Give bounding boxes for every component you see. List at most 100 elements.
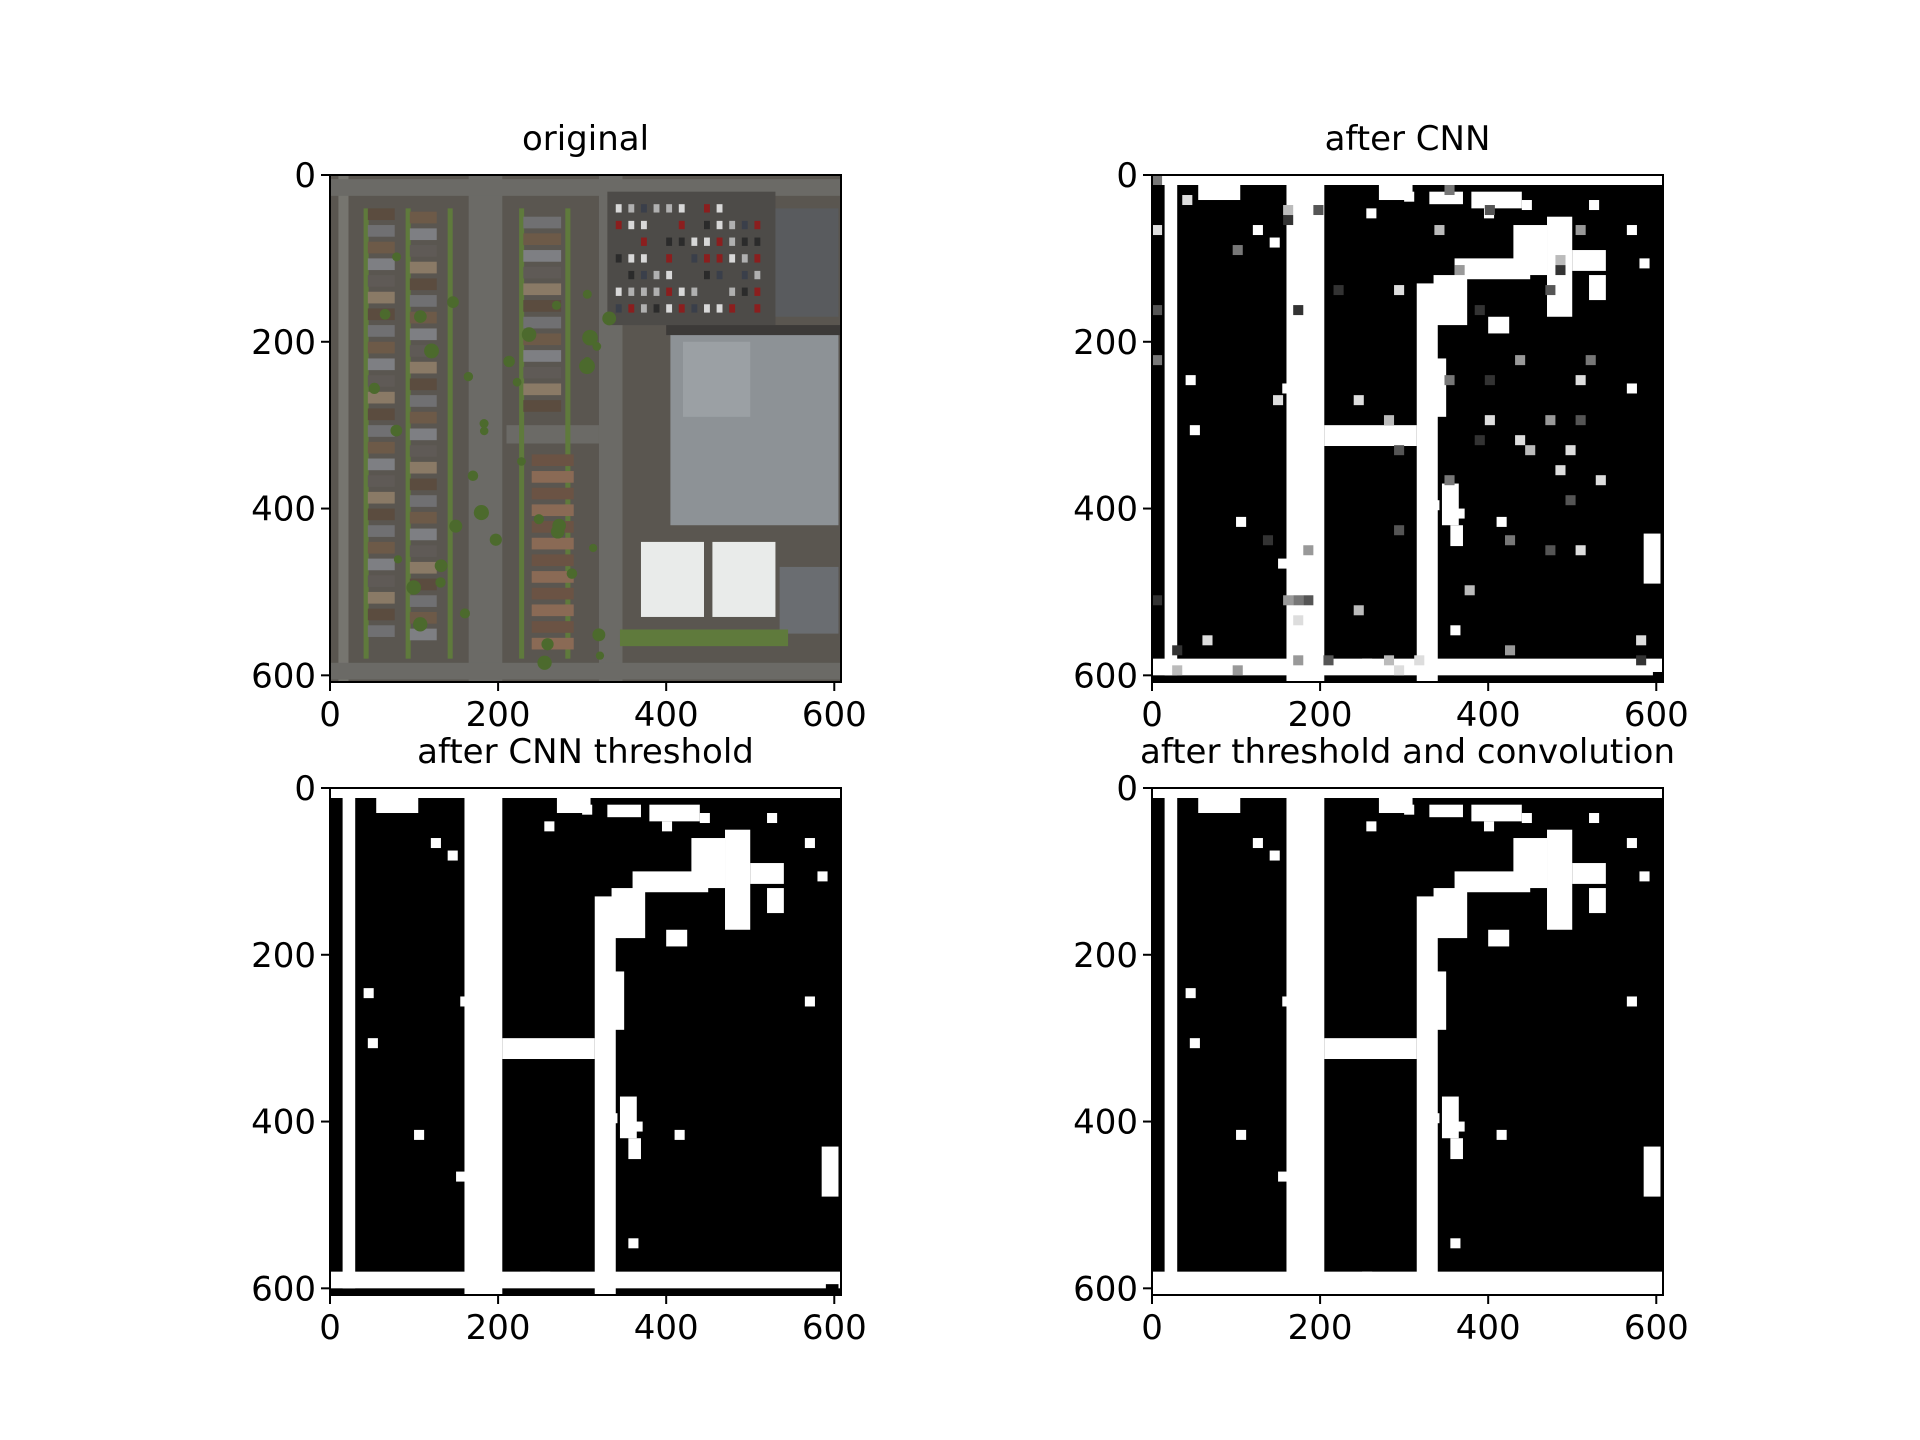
car [678,220,685,230]
x-tick-label: 200 [466,695,531,735]
road-pixel-block [674,1129,685,1140]
house-roof [409,328,437,341]
car [754,220,761,230]
road-pixel-block [1378,796,1413,814]
road-pixel-block [1366,208,1377,219]
house-roof [367,408,395,421]
road-pixel-block [1164,175,1178,676]
house-roof [409,545,437,557]
house-roof [523,333,562,346]
gray-pixel-block [1283,205,1294,216]
image-area [330,175,841,682]
road-pixel-block [661,821,673,832]
y-tick-label: 400 [251,490,316,530]
car [716,220,723,230]
road-pixel-block [1626,996,1637,1007]
car [754,270,761,280]
car [653,304,660,313]
house-roof [409,445,437,457]
house-roof [367,325,395,337]
house-roof [531,454,574,467]
road-pixel-block [1425,566,1436,577]
car [704,204,710,213]
road-pixel-block [1429,500,1440,511]
tree [390,424,403,437]
road-pixel-block [1488,929,1510,947]
house-roof [367,558,395,571]
car [741,287,748,296]
tree [392,252,402,262]
gray-pixel-block [1232,665,1243,676]
x-ticks: 0 200 400 600 [319,682,867,735]
gray-pixel-block [1303,595,1314,606]
gray-pixel-block [1182,195,1193,206]
house-roof [531,487,574,500]
house-roof [409,628,437,641]
house-roof [409,278,437,291]
road-pixel-block [1152,788,1663,799]
car [640,254,647,263]
road-pixel-block [607,1113,618,1124]
subplot-after-cnn-threshold: after CNN threshold 0 200 400 600 0 200 400 60… [251,732,867,1348]
road-pixel-block [1278,1171,1289,1182]
house-roof [367,258,395,271]
x-tick-label: 200 [1288,1308,1353,1348]
house-roof [531,471,574,483]
road-pixel-block [1643,533,1661,584]
gray-pixel-block [1283,595,1294,606]
tree [512,377,522,387]
y-tick-label: 600 [1073,656,1138,696]
tree [566,568,578,579]
y-tick-label: 200 [1073,323,1138,363]
road-pixel-block [1454,871,1531,893]
road-pixel-block [1626,838,1637,849]
gray-pixel-block [1575,545,1586,556]
gray-pixel-block [1152,595,1163,606]
car [628,254,635,263]
y-tick-label: 0 [294,156,316,196]
tree [489,533,502,546]
gray-pixel-block [1353,395,1364,406]
house-roof [367,525,395,537]
house-roof [531,604,574,617]
tree [533,514,544,525]
gray-pixel-block [1484,415,1495,426]
house-roof [367,475,395,487]
gray-pixel-block [1383,655,1395,666]
y-ticks: 0 200 400 600 [251,769,330,1309]
car [754,237,761,246]
gray-pixel-block [1394,525,1405,536]
road-pixel-block [607,971,625,1030]
gray-pixel-block [1545,285,1556,296]
grass-strip [363,208,369,659]
tree [503,355,515,368]
road-pixel-block [1626,225,1637,236]
street [330,662,841,680]
road-pixel-block [1324,1038,1417,1060]
gray-pixel-block [1273,395,1284,406]
x-tick-label: 400 [1456,695,1521,735]
tree [579,358,595,375]
house-roof [523,383,562,396]
road-pixel-block [691,838,726,889]
y-tick-label: 600 [251,656,316,696]
tree [537,655,552,670]
house-roof [367,208,395,221]
house-roof [523,283,562,296]
road-pixel-block [1488,316,1510,334]
x-tick-label: 600 [802,695,867,735]
gray-pixel-block [1545,545,1556,556]
car [640,220,647,230]
road-pixel-block [342,788,356,1289]
tree [413,617,428,632]
road-pixel-block [1450,625,1461,636]
building [779,566,839,634]
y-tick-label: 200 [251,323,316,363]
gray-pixel-block [1394,445,1405,456]
y-tick-label: 200 [1073,936,1138,976]
y-ticks: 0 200 400 600 [251,156,330,696]
house-roof [531,587,574,600]
house-roof [523,350,562,362]
x-tick-label: 600 [802,1308,867,1348]
tree [434,559,448,573]
